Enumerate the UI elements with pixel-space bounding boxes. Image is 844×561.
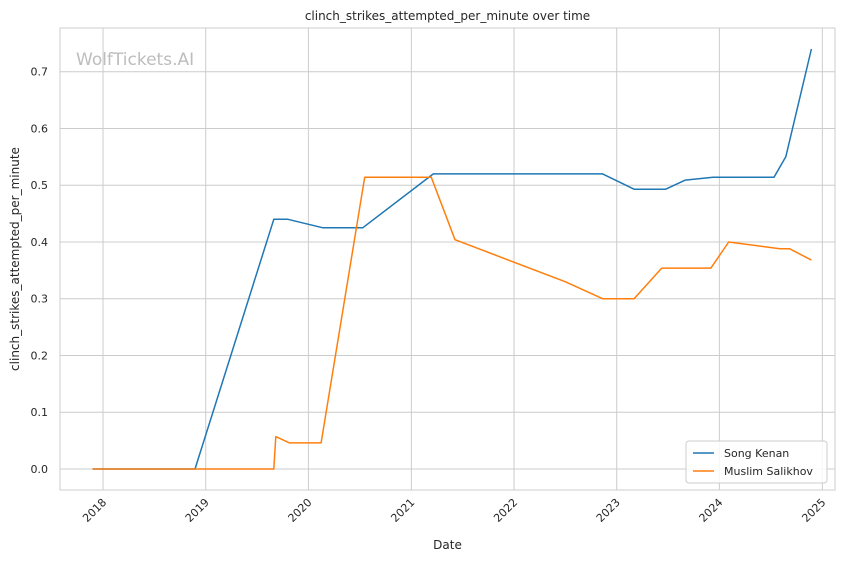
y-tick-label: 0.5 [31, 179, 49, 192]
series-layer [92, 48, 813, 470]
y-axis-label: clinch_strikes_attempted_per_minute [8, 147, 22, 371]
y-tick-label: 0.3 [31, 293, 49, 306]
series-line-muslim-salikhov [92, 176, 812, 470]
y-tick-label: 0.1 [31, 406, 49, 419]
y-tick-label: 0.2 [31, 349, 49, 362]
y-tick-labels: 0.0 0.1 0.2 0.3 0.4 0.5 0.6 0.7 [31, 66, 49, 476]
series-line-song-kenan [92, 48, 813, 470]
legend-box [685, 440, 828, 484]
x-axis-label: Date [433, 538, 462, 552]
legend-label: Song Kenan [724, 447, 789, 460]
chart-title: clinch_strikes_attempted_per_minute over… [305, 9, 590, 23]
plot-frame [59, 27, 836, 491]
legend-label: Muslim Salikhov [724, 465, 813, 478]
y-tick-label: 0.7 [31, 66, 49, 79]
y-tick-label: 0.4 [31, 236, 49, 249]
watermark: WolfTickets.AI [76, 50, 194, 70]
y-tick-label: 0.6 [31, 122, 49, 135]
legend: Song Kenan Muslim Salikhov [685, 440, 828, 484]
y-tick-label: 0.0 [31, 463, 49, 476]
plot-area [60, 28, 835, 490]
